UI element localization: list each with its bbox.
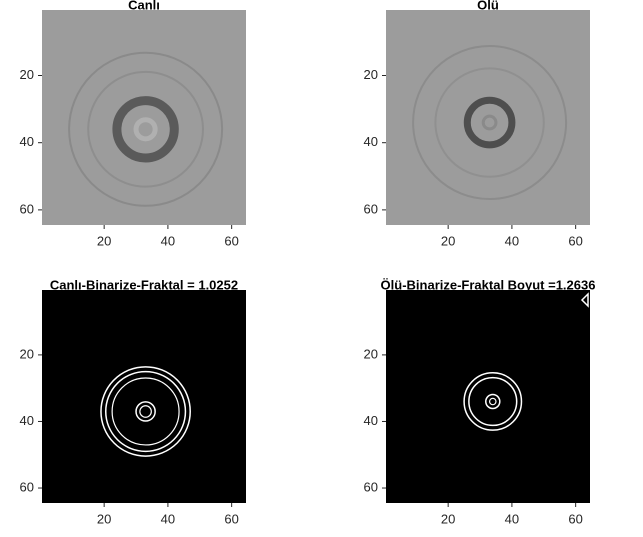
subplot: Ölü-Binarize-Fraktal Boyut =1.2636 20 40 60… (364, 277, 596, 526)
image-feature (580, 292, 589, 308)
y-tick-label: 60 (364, 479, 378, 494)
image-feature (68, 51, 224, 207)
image-feature (135, 401, 156, 422)
image-feature (87, 70, 204, 188)
x-tick-label: 40 (161, 511, 175, 526)
x-tick-label: 60 (568, 511, 582, 526)
image-feature (133, 117, 158, 142)
x-tick-label: 40 (505, 511, 519, 526)
image-feature (434, 67, 545, 178)
subplot-title: Canlı (128, 0, 160, 12)
subplot: Canlı-Binarize-Fraktal = 1.0252 20 40 60 20 4… (20, 277, 246, 526)
y-tick-label: 20 (364, 346, 378, 361)
x-tick-label: 60 (224, 511, 238, 526)
y-tick-label: 40 (20, 413, 34, 428)
image-feature (463, 96, 516, 149)
y-tick-label: 60 (20, 201, 34, 216)
subplot-title: Ölü-Binarize-Fraktal Boyut =1.2636 (381, 277, 596, 292)
x-tick-label: 60 (568, 233, 582, 248)
y-tick-label: 20 (20, 346, 34, 361)
y-tick-label: 60 (20, 479, 34, 494)
image-feature (488, 397, 497, 406)
subplot: Canlı 20 40 60 20 40 60 (20, 0, 246, 248)
subplot-title: Ölü (477, 0, 499, 12)
image-feature (412, 45, 568, 201)
subplot-title: Canlı-Binarize-Fraktal = 1.0252 (50, 277, 238, 292)
image-feature (112, 96, 179, 163)
y-tick-label: 60 (364, 201, 378, 216)
x-tick-label: 20 (441, 233, 455, 248)
y-tick-label: 40 (364, 413, 378, 428)
y-tick-label: 40 (364, 134, 378, 149)
x-tick-label: 40 (161, 233, 175, 248)
image-feature (139, 405, 152, 418)
image-feature (485, 393, 501, 410)
image-feature (463, 372, 523, 431)
image (42, 290, 246, 503)
x-tick-label: 40 (505, 233, 519, 248)
image-feature (105, 370, 187, 453)
x-tick-label: 20 (97, 233, 111, 248)
image-feature (100, 366, 191, 457)
x-tick-label: 20 (97, 511, 111, 526)
image-feature (111, 377, 180, 446)
image-feature (468, 376, 518, 427)
y-tick-label: 40 (20, 134, 34, 149)
x-tick-label: 60 (224, 233, 238, 248)
y-tick-label: 20 (20, 67, 34, 82)
x-tick-label: 20 (441, 511, 455, 526)
image-feature (481, 114, 498, 131)
y-tick-label: 20 (364, 67, 378, 82)
subplot: Ölü 20 40 60 20 40 60 (364, 0, 590, 248)
